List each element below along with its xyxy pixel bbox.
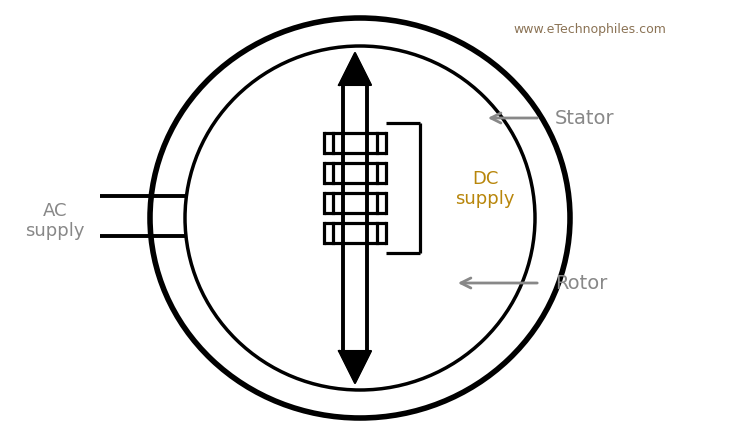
Text: DC
supply: DC supply: [455, 169, 515, 208]
Polygon shape: [339, 54, 371, 86]
Text: AC
supply: AC supply: [25, 201, 84, 240]
Polygon shape: [339, 351, 371, 383]
Text: Rotor: Rotor: [555, 274, 607, 293]
Text: Stator: Stator: [555, 109, 615, 128]
Text: www.eTechnophiles.com: www.eTechnophiles.com: [514, 22, 666, 35]
